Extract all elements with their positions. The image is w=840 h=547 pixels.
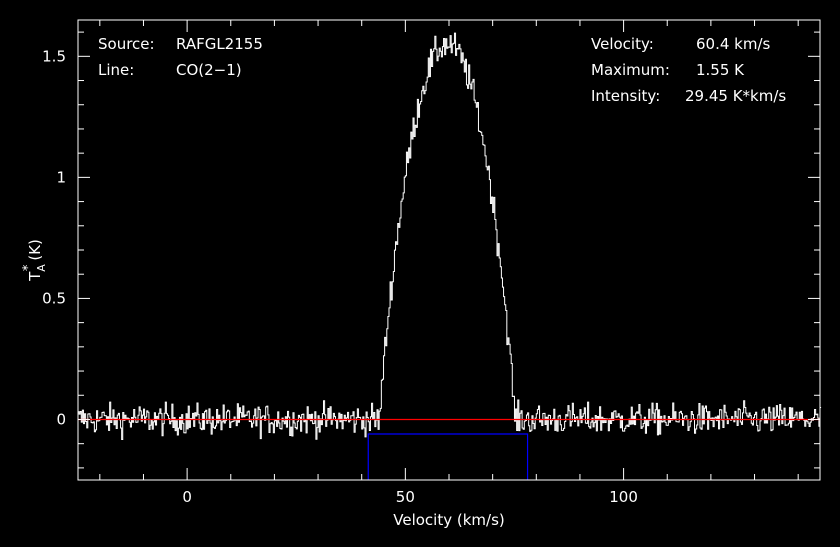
y-axis-label-unit: (K) xyxy=(26,239,44,261)
y-axis-label-main: T xyxy=(26,271,44,282)
y-axis-label-sub: A xyxy=(35,264,48,272)
y-tick-label: 0 xyxy=(56,410,66,428)
plot-layer xyxy=(78,32,822,480)
x-axis-label: Velocity (km/s) xyxy=(393,511,504,529)
y-tick-label: 0.5 xyxy=(42,289,66,307)
svg-text:TA*(K): TA* (K) xyxy=(21,239,48,282)
x-tick-label: 50 xyxy=(396,488,415,506)
line-label: Line: xyxy=(98,61,135,79)
source-label: Source: xyxy=(98,35,155,53)
maximum-label: Maximum: xyxy=(591,61,670,79)
axis-layer: 0 50 100 0 0.5 1 1.5 xyxy=(42,19,821,506)
velocity-value: 60.4 km/s xyxy=(696,35,771,53)
velocity-label: Velocity: xyxy=(591,35,654,53)
integration-window xyxy=(367,433,529,480)
source-value: RAFGL2155 xyxy=(176,35,263,53)
x-tick-label: 100 xyxy=(609,488,638,506)
y-axis-label: TA* (K) xyxy=(21,239,48,282)
spectrum-line xyxy=(78,32,822,440)
y-tick-label: 1 xyxy=(56,168,66,186)
x-tick-label: 0 xyxy=(182,488,192,506)
maximum-value: 1.55 K xyxy=(696,61,745,79)
y-tick-label: 1.5 xyxy=(42,47,66,65)
line-value: CO(2−1) xyxy=(176,61,242,79)
intensity-label: Intensity: xyxy=(591,87,661,105)
y-axis-label-sup: * xyxy=(21,264,36,271)
intensity-value: 29.45 K*km/s xyxy=(685,87,787,105)
